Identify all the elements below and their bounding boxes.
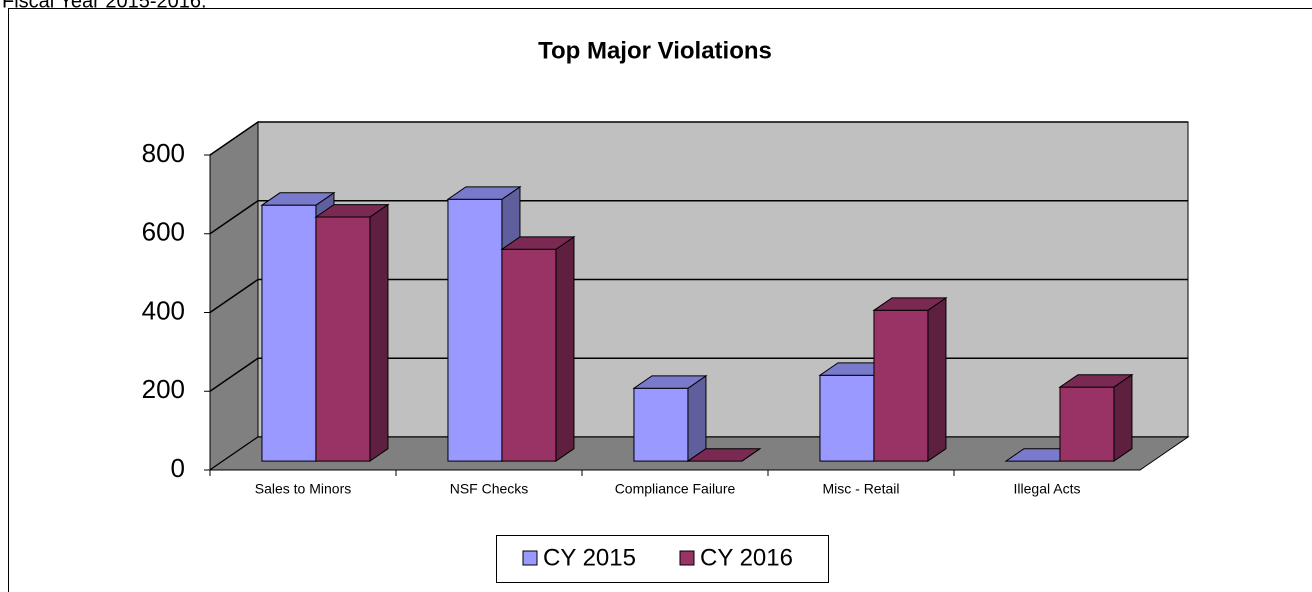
- legend: [496, 535, 829, 583]
- bar-top: [872, 297, 948, 311]
- bar-front: [819, 374, 875, 462]
- bar-top: [632, 375, 708, 389]
- bar-side: [1113, 373, 1133, 463]
- grid-line: [209, 278, 1188, 314]
- chart-title: Top Major Violations: [538, 37, 772, 64]
- x-tick-label: Compliance Failure: [615, 481, 736, 497]
- bar-front: [447, 198, 503, 462]
- legend-label: CY 2015: [543, 544, 636, 571]
- bar-top: [446, 186, 522, 200]
- legend-swatch: [679, 550, 695, 566]
- bar-side: [369, 203, 389, 463]
- bar: [314, 203, 390, 463]
- y-tick-label: 400: [142, 295, 185, 325]
- bar-top: [1058, 374, 1134, 388]
- bar-top: [314, 204, 390, 218]
- bar-top: [686, 448, 762, 462]
- y-tick-label: 800: [142, 138, 185, 168]
- bar-top: [260, 192, 336, 206]
- y-tick-label: 600: [142, 217, 185, 247]
- y-tick-label: 200: [142, 374, 185, 404]
- bar-side: [555, 235, 575, 463]
- bar: [500, 235, 576, 463]
- bar: [872, 296, 948, 463]
- bar-front: [261, 204, 317, 462]
- legend-label: CY 2016: [700, 544, 793, 571]
- bar-front: [315, 216, 371, 462]
- legend-swatch: [522, 550, 538, 566]
- bar-front: [1059, 386, 1115, 462]
- bar-side: [927, 296, 947, 463]
- y-tick-label: 0: [171, 453, 185, 483]
- x-tick-label: Sales to Minors: [255, 481, 351, 497]
- x-tick-label: NSF Checks: [450, 481, 529, 497]
- bar: [1058, 373, 1134, 463]
- bar-front: [501, 248, 557, 462]
- bar-side: [687, 374, 707, 463]
- bar: [632, 374, 708, 463]
- grid-line: [209, 121, 1188, 156]
- bar-front: [873, 309, 929, 462]
- bar: [686, 448, 762, 462]
- bar-top: [500, 236, 576, 250]
- x-tick-label: Illegal Acts: [1014, 481, 1081, 497]
- bar-front: [633, 387, 689, 462]
- grid-line: [209, 200, 1188, 235]
- x-tick-label: Misc - Retail: [822, 481, 899, 497]
